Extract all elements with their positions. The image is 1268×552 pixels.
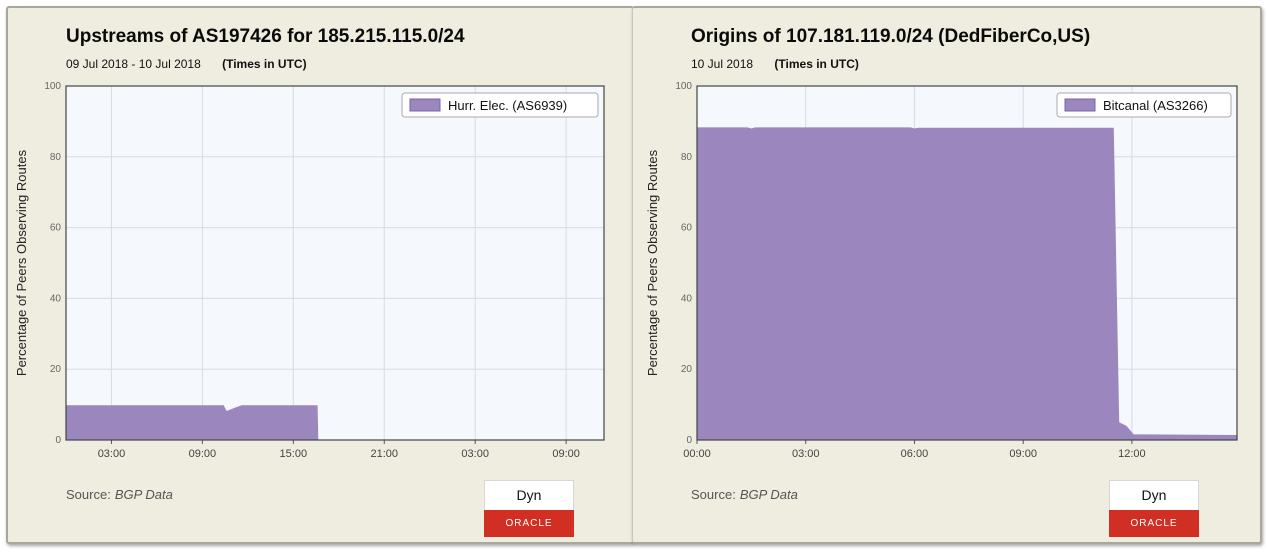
plot-frame [696, 85, 1238, 441]
legend-box [1056, 92, 1232, 118]
logo-dyn-text: Dyn [1109, 480, 1199, 510]
y-axis-label: Percentage of Peers Observing Routes [14, 149, 29, 376]
source-line: Source: BGP Data [691, 487, 798, 502]
series-area [66, 405, 604, 440]
y-tick-label: 80 [50, 152, 62, 163]
y-tick-label: 60 [681, 223, 693, 234]
date-range: 09 Jul 2018 - 10 Jul 2018 [66, 57, 201, 71]
x-tick-label: 06:00 [901, 448, 929, 460]
chart-title: Origins of 107.181.119.0/24 (DedFiberCo,… [691, 26, 1091, 47]
chart-panel-upstreams: Upstreams of AS197426 for 185.215.115.0/… [6, 6, 634, 544]
chart-title: Upstreams of AS197426 for 185.215.115.0/… [66, 26, 465, 47]
chart-subtitle: 09 Jul 2018 - 10 Jul 2018 (Times in UTC) [66, 57, 307, 71]
plot-frame [65, 85, 605, 441]
dyn-oracle-logo: Dyn ORACLE [1109, 480, 1199, 537]
y-tick-label: 60 [50, 223, 62, 234]
x-tick-label: 09:00 [189, 448, 217, 460]
x-tick-label: 03:00 [792, 448, 820, 460]
logo-oracle-text: ORACLE [484, 510, 574, 537]
date-range: 10 Jul 2018 [691, 57, 754, 71]
source-value: BGP Data [114, 487, 173, 502]
x-tick-label: 12:00 [1118, 448, 1146, 460]
logo-dyn-text: Dyn [484, 480, 574, 510]
y-tick-label: 80 [681, 152, 693, 163]
series-area [697, 127, 1237, 441]
legend-label: Hurr. Elec. (AS6939) [448, 98, 567, 113]
dyn-oracle-logo: Dyn ORACLE [484, 480, 574, 537]
y-tick-label: 20 [50, 364, 62, 375]
y-tick-label: 100 [675, 81, 692, 92]
y-tick-label: 0 [55, 435, 61, 446]
y-tick-label: 40 [50, 293, 62, 304]
y-tick-label: 100 [44, 81, 61, 92]
x-tick-label: 09:00 [1009, 448, 1037, 460]
chart-svg: 0 20 40 60 80 100 03:00 09:00 15:00 21:00 03:00 09:… [14, 81, 605, 460]
x-tick-label: 09:00 [552, 448, 580, 460]
time-note: (Times in UTC) [222, 57, 307, 71]
legend-swatch [1064, 98, 1096, 112]
logo-oracle-text: ORACLE [1109, 510, 1199, 537]
y-tick-label: 0 [686, 435, 692, 446]
source-label: Source: [66, 487, 111, 502]
y-tick-label: 20 [681, 364, 693, 375]
x-tick-label: 15:00 [280, 448, 308, 460]
x-tick-label: 03:00 [461, 448, 489, 460]
legend-box [401, 92, 599, 118]
source-value: BGP Data [739, 487, 798, 502]
chart-svg: 0 20 40 60 80 100 00:00 03:00 06:00 09:00 12:00 Per… [645, 81, 1238, 460]
chart-subtitle: 10 Jul 2018 (Times in UTC) [691, 57, 859, 71]
legend-swatch [409, 98, 441, 112]
time-note: (Times in UTC) [774, 57, 859, 71]
source-label: Source: [691, 487, 736, 502]
y-tick-label: 40 [681, 293, 693, 304]
y-axis-label: Percentage of Peers Observing Routes [645, 149, 660, 376]
plot-area [66, 86, 604, 440]
x-tick-label: 21:00 [370, 448, 398, 460]
legend-label: Bitcanal (AS3266) [1103, 98, 1208, 113]
x-tick-label: 00:00 [683, 448, 711, 460]
source-line: Source: BGP Data [66, 487, 173, 502]
chart-panel-origins: Origins of 107.181.119.0/24 (DedFiberCo,… [632, 6, 1262, 544]
x-tick-label: 03:00 [98, 448, 126, 460]
